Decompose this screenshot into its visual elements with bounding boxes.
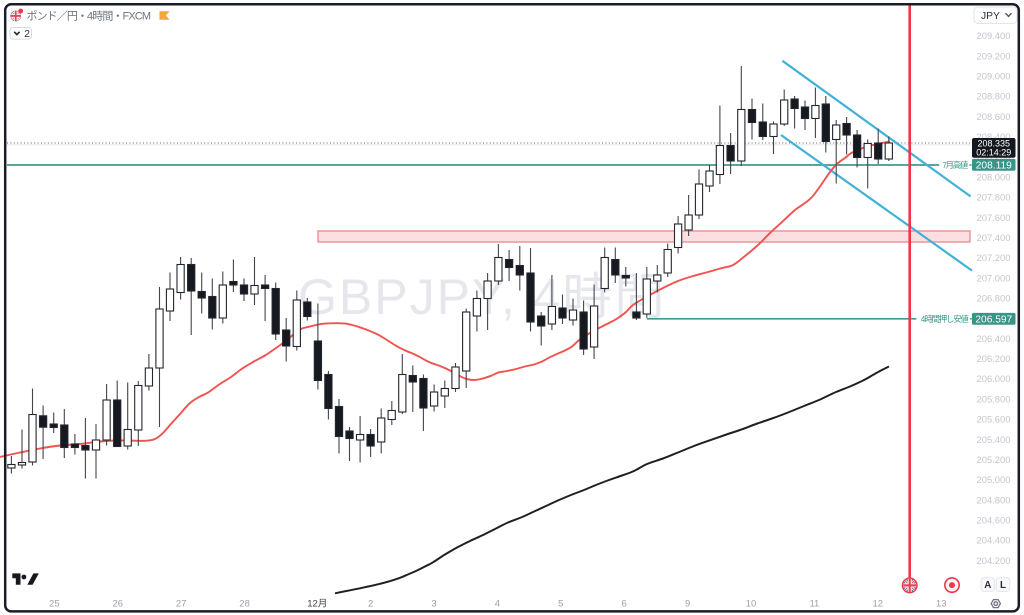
svg-text:205.400: 205.400 [977,434,1011,445]
svg-text:4時間押し安値: 4時間押し安値 [921,314,970,324]
svg-text:6: 6 [622,599,627,610]
svg-text:205.600: 205.600 [977,414,1011,425]
svg-text:4: 4 [495,599,500,610]
svg-text:27: 27 [176,599,187,610]
svg-text:12: 12 [873,599,884,610]
svg-text:11: 11 [809,599,819,610]
svg-text:02:14:29: 02:14:29 [976,147,1011,157]
svg-text:A: A [984,580,991,591]
svg-text:204.400: 204.400 [977,535,1011,546]
svg-text:2: 2 [368,599,373,610]
svg-text:207.000: 207.000 [977,272,1011,283]
svg-text:7月高値: 7月高値 [942,160,969,170]
svg-text:207.600: 207.600 [977,212,1011,223]
svg-text:209.200: 209.200 [977,50,1011,61]
svg-text:206.000: 206.000 [977,373,1011,384]
svg-text:206.800: 206.800 [977,293,1011,304]
svg-text:208.000: 208.000 [977,171,1011,182]
svg-text:206.400: 206.400 [977,333,1011,344]
svg-text:2: 2 [24,29,30,40]
svg-text:204.200: 204.200 [977,555,1011,566]
svg-text:208.600: 208.600 [977,111,1011,122]
svg-text:208.800: 208.800 [977,91,1011,102]
svg-text:204.600: 204.600 [977,515,1011,526]
svg-text:209.400: 209.400 [977,30,1011,41]
svg-text:L: L [1000,580,1006,591]
svg-text:28: 28 [239,599,250,610]
svg-text:10: 10 [746,599,757,610]
svg-text:5: 5 [558,599,563,610]
svg-text:208.335: 208.335 [978,139,1011,149]
svg-text:205.200: 205.200 [977,454,1011,465]
svg-text:209.000: 209.000 [977,71,1011,82]
svg-text:206.597: 206.597 [975,315,1012,326]
svg-text:206.200: 206.200 [977,353,1011,364]
svg-text:205.800: 205.800 [977,393,1011,404]
svg-text:208.119: 208.119 [976,161,1012,172]
svg-text:207.400: 207.400 [977,232,1011,243]
svg-text:12月: 12月 [307,599,327,610]
svg-text:25: 25 [49,599,60,610]
svg-text:26: 26 [113,599,124,610]
svg-text:JPY: JPY [981,11,1000,22]
svg-text:207.200: 207.200 [977,252,1011,263]
svg-text:208.400: 208.400 [977,131,1011,142]
svg-text:3: 3 [431,599,436,610]
svg-text:9: 9 [685,599,690,610]
svg-text:13: 13 [936,599,947,610]
svg-text:207.800: 207.800 [977,192,1011,203]
svg-text:205.000: 205.000 [977,474,1011,485]
svg-text:204.800: 204.800 [977,494,1011,505]
svg-text:ポンド／円・4時間・FXCM: ポンド／円・4時間・FXCM [27,10,152,23]
svg-text:GBPJPY, 4時間: GBPJPY, 4時間 [298,269,666,325]
